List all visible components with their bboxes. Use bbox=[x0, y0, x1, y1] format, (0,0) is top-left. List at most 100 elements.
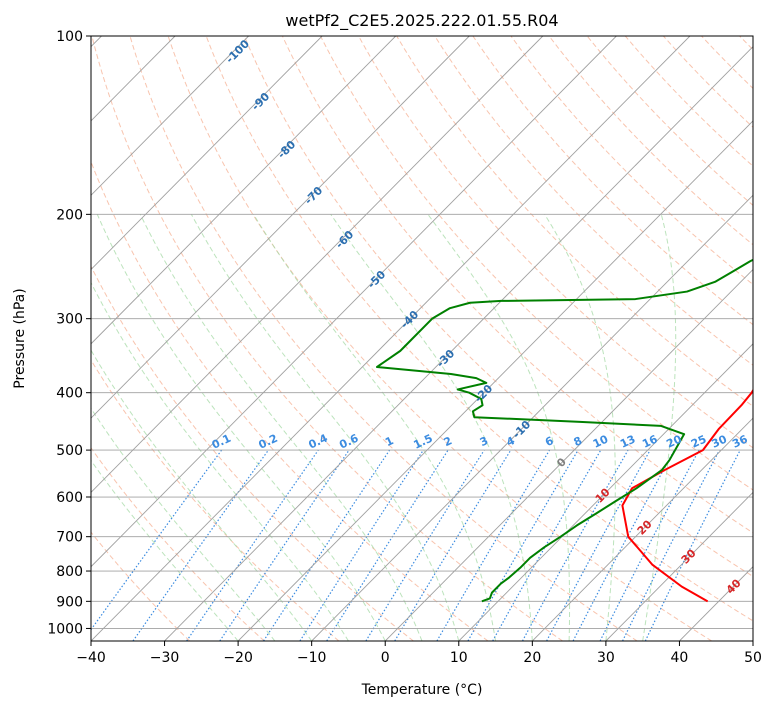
mixing-ratio-line bbox=[365, 449, 485, 641]
moist-adiabat bbox=[330, 214, 533, 641]
mixing-ratio-label: 20 bbox=[664, 432, 684, 450]
moist-adiabat bbox=[642, 214, 677, 641]
y-tick-label: 100 bbox=[56, 29, 83, 45]
dry-adiabat-label: -70 bbox=[302, 184, 325, 207]
isotherm bbox=[91, 36, 617, 568]
mixing-ratio-line bbox=[299, 449, 424, 641]
moist-adiabat bbox=[91, 407, 276, 641]
y-tick-label: 500 bbox=[56, 443, 83, 459]
dry-adiabat-label: -10 bbox=[510, 418, 533, 441]
isotherm bbox=[91, 36, 470, 419]
dry-adiabat-label: -50 bbox=[365, 268, 388, 291]
isotherm bbox=[91, 36, 544, 494]
y-tick-label: 200 bbox=[56, 207, 83, 223]
mixing-ratio-label: 1 bbox=[383, 434, 395, 449]
chart-title: wetPf2_C2E5.2025.222.01.55.R04 bbox=[285, 11, 558, 31]
dry-adiabat bbox=[91, 160, 489, 641]
dry-adiabat bbox=[472, 36, 753, 326]
mixing-ratio-label: 36 bbox=[730, 432, 750, 450]
mixing-ratio-label: 10 bbox=[591, 432, 611, 450]
x-tick-label: −10 bbox=[297, 650, 327, 666]
mixing-ratio-line bbox=[599, 449, 700, 641]
dry-adiabat bbox=[205, 36, 753, 622]
temperature-line bbox=[621, 388, 753, 603]
line-annotations: -100-90-80-70-60-50-40-30-20-10010203040… bbox=[210, 37, 750, 597]
isotherm bbox=[458, 343, 753, 641]
x-tick-label: −40 bbox=[76, 650, 106, 666]
dry-adiabat-label: -80 bbox=[275, 138, 298, 161]
mixing-ratio-line bbox=[622, 449, 720, 641]
dry-adiabat-label: -30 bbox=[434, 347, 457, 370]
mixing-ratio-line bbox=[326, 449, 449, 641]
mixing-ratio-label: 0.4 bbox=[307, 431, 330, 451]
mixing-ratio-label: 30 bbox=[710, 432, 730, 450]
dry-adiabat bbox=[91, 531, 191, 641]
y-tick-label: 900 bbox=[56, 594, 83, 610]
background-lines bbox=[91, 36, 753, 641]
x-tick-label: 10 bbox=[450, 650, 468, 666]
mixing-ratio-line bbox=[219, 449, 350, 641]
moist-adiabat bbox=[427, 214, 571, 641]
x-tick-label: 30 bbox=[597, 650, 615, 666]
dry-adiabat-label: -100 bbox=[223, 37, 252, 66]
isotherm bbox=[384, 268, 753, 641]
dry-adiabat bbox=[548, 36, 753, 246]
dry-adiabat-label: -60 bbox=[333, 228, 356, 251]
dry-adiabat bbox=[167, 36, 713, 641]
mixing-ratio-line bbox=[521, 449, 629, 641]
y-tick-label: 400 bbox=[56, 386, 83, 402]
isotherm bbox=[679, 566, 753, 641]
moist-adiabat bbox=[91, 459, 239, 641]
mixing-ratio-line bbox=[394, 449, 512, 641]
y-tick-label: 600 bbox=[56, 490, 83, 506]
isotherm bbox=[532, 417, 753, 641]
mixing-ratio-label: 13 bbox=[618, 433, 637, 451]
y-tick-label: 800 bbox=[56, 564, 83, 580]
moist-adiabat bbox=[190, 214, 460, 641]
x-tick-label: −30 bbox=[150, 650, 180, 666]
dry-adiabat-label: -90 bbox=[249, 90, 272, 113]
moist-adiabat bbox=[253, 214, 497, 641]
profile-lines bbox=[375, 258, 753, 603]
dry-adiabat bbox=[91, 36, 563, 641]
y-tick-label: 1000 bbox=[47, 621, 83, 637]
mixing-ratio-label: 16 bbox=[640, 432, 660, 450]
x-tick-label: −20 bbox=[223, 650, 253, 666]
x-tick-label: 50 bbox=[744, 650, 762, 666]
y-axis-label: Pressure (hPa) bbox=[12, 288, 28, 388]
dry-adiabat bbox=[358, 36, 753, 449]
axis-ticks: −40 −30 −20 −10 0 10 20 30 40 50 100 200 300 400 500 60… bbox=[47, 29, 762, 666]
mixing-ratio-label: 0.1 bbox=[210, 432, 233, 452]
mixing-ratio-line bbox=[263, 449, 391, 641]
isotherm bbox=[91, 36, 323, 271]
mixing-ratio-line bbox=[91, 449, 223, 631]
plot-frame bbox=[90, 35, 754, 642]
moist-adiabat bbox=[139, 214, 423, 641]
mixing-ratio-line bbox=[132, 449, 269, 641]
isotherm bbox=[91, 36, 249, 196]
dry-adiabat bbox=[320, 36, 753, 491]
x-tick-label: 0 bbox=[381, 650, 390, 666]
dewpoint-line bbox=[375, 258, 753, 603]
dry-adiabat bbox=[434, 36, 753, 366]
mixing-ratio-line bbox=[492, 449, 602, 641]
dry-adiabat-label: 30 bbox=[679, 546, 699, 566]
dry-adiabat bbox=[662, 36, 753, 128]
y-tick-label: 700 bbox=[56, 530, 83, 546]
isotherm bbox=[752, 640, 753, 641]
isotherm bbox=[91, 36, 691, 641]
isotherm bbox=[237, 120, 753, 641]
dry-adiabat bbox=[91, 447, 265, 641]
mixing-ratio-line bbox=[546, 449, 651, 641]
dry-adiabat bbox=[739, 36, 753, 51]
mixing-ratio-line bbox=[186, 449, 319, 641]
mixing-ratio-label: 1.5 bbox=[412, 432, 435, 452]
x-tick-label: 40 bbox=[671, 650, 689, 666]
dry-adiabat bbox=[281, 36, 753, 534]
mixing-ratio-label: 2 bbox=[442, 434, 454, 449]
dry-adiabat bbox=[91, 359, 340, 641]
isotherm bbox=[164, 45, 753, 641]
y-tick-label: 300 bbox=[56, 312, 83, 328]
mixing-ratio-line bbox=[572, 449, 675, 641]
